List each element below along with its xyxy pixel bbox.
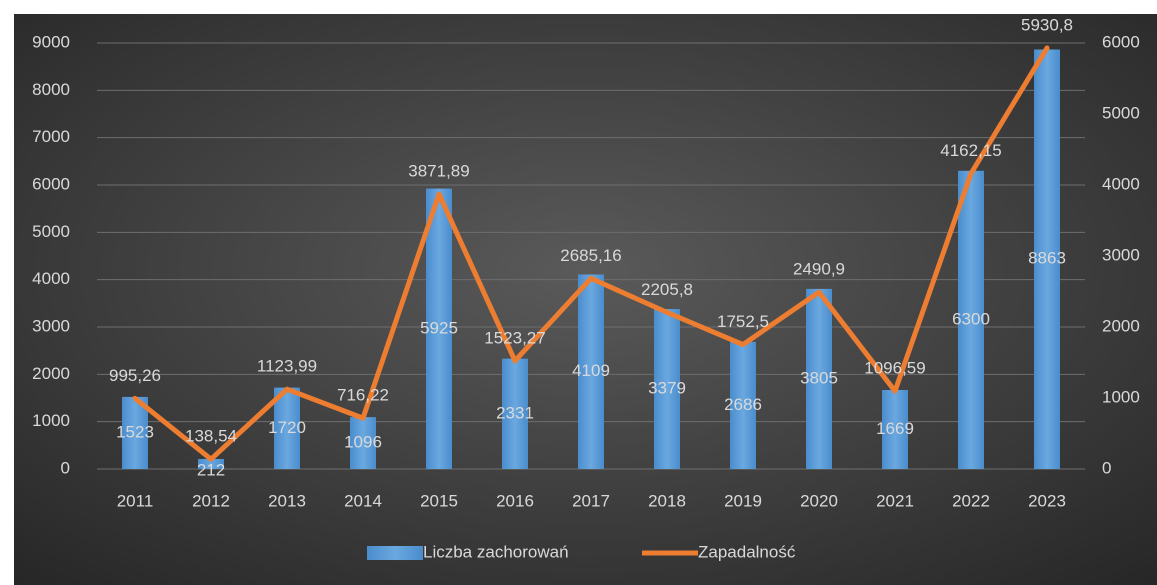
bar-label: 6300 [952,309,990,328]
bar [122,396,148,469]
x-tick-label: 2019 [724,491,762,510]
bar-label: 4109 [572,361,610,380]
line-label: 1523,27 [484,328,545,347]
bar-label: 3805 [800,368,838,387]
y-tick-label: 4000 [32,269,70,288]
line-label: 995,26 [109,366,161,385]
bar-label: 3379 [648,379,686,398]
y2-tick-label: 6000 [1102,32,1140,51]
line-label: 4162,15 [940,141,1001,160]
bar [958,170,984,470]
bar-label: 1669 [876,419,914,438]
x-tick-label: 2017 [572,491,610,510]
y-tick-label: 8000 [32,80,70,99]
y2-tick-label: 3000 [1102,245,1140,264]
line-label: 2490,9 [793,260,845,279]
bar-label: 1720 [268,418,306,437]
line-label: 138,54 [185,427,237,446]
line [132,45,1050,462]
y-tick-label: 9000 [32,32,70,51]
y2-tick-label: 5000 [1102,103,1140,122]
line-label: 1123,99 [257,357,317,376]
y-tick-label: 5000 [32,222,70,241]
x-tick-label: 2020 [800,491,838,510]
bar [502,358,528,469]
y-tick-label: 2000 [32,364,70,383]
y-tick-label: 6000 [32,174,70,193]
bar-label: 8863 [1028,249,1066,268]
bar [1034,49,1060,469]
line-label: 1096,59 [864,359,925,378]
bar [730,341,756,469]
bar [198,458,224,469]
bar [426,188,452,470]
x-tick-label: 2013 [268,491,306,510]
line-label: 3871,89 [408,162,469,181]
y-tick-label: 3000 [32,316,70,335]
y-tick-label: 7000 [32,127,70,146]
line-label: 716,22 [337,386,389,405]
x-tick-label: 2022 [952,491,990,510]
y-tick-label: 1000 [32,411,70,430]
line-label: 1752,5 [717,312,769,331]
x-tick-label: 2012 [192,491,230,510]
legend-swatch [367,546,423,560]
bar-label: 2331 [496,403,534,422]
bar [578,274,604,469]
x-tick-label: 2014 [344,491,382,510]
line-label: 2205,8 [641,280,693,299]
y2-tick-label: 1000 [1102,387,1140,406]
x-tick-label: 2018 [648,491,686,510]
line-label: 2685,16 [560,246,621,265]
y2-tick-label: 0 [1102,458,1111,477]
x-tick-label: 2011 [117,491,154,510]
bar-label: 1523 [116,422,154,441]
bar-label: 212 [197,460,225,479]
bar [806,288,832,469]
bar [654,309,680,469]
x-tick-label: 2021 [876,491,914,510]
legend-label: Liczba zachorowań [423,542,569,561]
legend-label: Zapadalność [698,542,796,561]
x-tick-label: 2015 [420,491,458,510]
y2-tick-label: 2000 [1102,316,1140,335]
y2-tick-label: 4000 [1102,174,1140,193]
x-tick-label: 2023 [1028,491,1066,510]
bar [882,390,908,469]
bar [274,387,300,469]
line-label: 5930,8 [1021,15,1073,34]
x-tick-label: 2016 [496,491,534,510]
bar-label: 5925 [420,318,458,337]
bar-label: 2686 [724,395,762,414]
bar [350,417,376,469]
y-tick-label: 0 [61,458,70,477]
bar-label: 1096 [344,433,382,452]
